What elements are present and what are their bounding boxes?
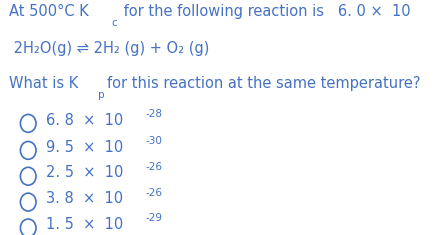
Text: 2. 5  ×  10: 2. 5 × 10 (46, 165, 123, 180)
Text: 3. 8  ×  10: 3. 8 × 10 (46, 191, 123, 206)
Text: 1. 5  ×  10: 1. 5 × 10 (46, 217, 123, 232)
Text: -28: -28 (145, 109, 162, 119)
Text: -29: -29 (145, 213, 162, 223)
Text: At 500°C K: At 500°C K (9, 4, 89, 20)
Text: for the following reaction is   6. 0 ×  10: for the following reaction is 6. 0 × 10 (119, 4, 411, 20)
Text: What is K: What is K (9, 76, 78, 91)
Text: -26: -26 (145, 162, 162, 172)
Text: -30: -30 (145, 136, 162, 146)
Text: -26: -26 (145, 188, 162, 198)
Text: 2H₂O(g) ⇌ 2H₂ (g) + O₂ (g): 2H₂O(g) ⇌ 2H₂ (g) + O₂ (g) (9, 41, 209, 56)
Text: for this reaction at the same temperature?: for this reaction at the same temperatur… (107, 76, 420, 91)
Text: c: c (112, 18, 117, 28)
Text: p: p (98, 90, 105, 100)
Text: 6. 8  ×  10: 6. 8 × 10 (46, 113, 123, 128)
Text: 9. 5  ×  10: 9. 5 × 10 (46, 140, 123, 155)
